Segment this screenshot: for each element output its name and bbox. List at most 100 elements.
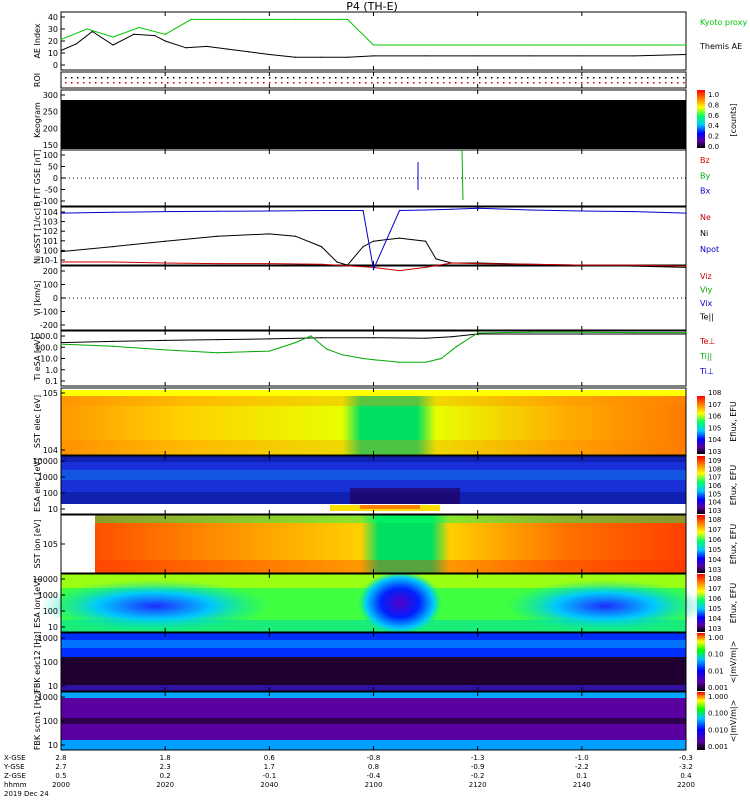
colorbar-tick-fbk1: 0.01 [708,667,724,675]
roi-dot [383,82,385,84]
series-point-ti [529,331,531,333]
roi-dot [263,77,265,79]
roi-dot [539,77,541,79]
roi-dot [437,82,439,84]
roi-dot [425,77,427,79]
roi-dot [617,77,619,79]
series-point-ti [685,332,687,334]
ytick-label-bfit: 0 [53,174,58,183]
roi-dot [251,77,253,79]
series-point-ti [60,341,62,344]
series-point-ae [268,18,270,20]
colorbar-tick-fbk2: 0.001 [708,743,728,751]
series-point-ti [164,349,166,351]
roi-dot [323,82,325,84]
ylabel-esa_i: ESA ion [eV] [33,578,42,628]
series-point-ni [362,246,364,248]
series-point-ae [164,33,166,35]
series-point-ni [268,210,270,212]
series-point-ti [451,336,453,338]
footer-ygse: 2.3 [160,763,171,771]
roi-dot [659,82,661,84]
ytick-label-ni: 102 [43,227,58,236]
roi-dot [341,77,343,79]
roi-dot [365,82,367,84]
series-point-ni [477,263,479,265]
legend-bfit-2: Bx [700,187,710,196]
sst-ion-spectrogram [61,515,686,573]
series-point-ti [320,337,323,339]
footer-zgse: -0.2 [471,772,485,780]
ytick-label-bfit: -50 [45,186,58,195]
fbk2-colorbar [697,692,705,750]
series-point-ti [112,345,114,347]
roi-dot [65,82,67,84]
series-point-ni [581,210,583,212]
ytick-label-keogram: 300 [43,91,58,100]
roi-dot [557,82,559,84]
colorbar-tick-esa_e: 105 [708,490,721,498]
roi-dot [521,82,523,84]
footer-ygse: 0.8 [368,763,379,771]
roi-dot [449,82,451,84]
roi-dot [191,82,193,84]
roi-dot [419,82,421,84]
colorbar-tick-esa_e: 108 [708,465,721,473]
legend-vi-1: Viy [700,286,713,295]
series-point-ni [60,251,62,253]
series-point-ae [133,33,135,35]
series-point-ae [529,55,531,57]
ytick-label-ni: 104 [43,208,58,217]
ylabel-fbk1: FBK edc12 [Hz] [33,631,42,692]
ytick-label-ae: 10 [48,49,58,58]
footer-xgse: -0.3 [679,754,693,762]
series-point-ti [326,348,328,350]
series-point-ti [164,339,166,342]
series-point-ni [435,258,437,260]
roi-dot [389,82,391,84]
colorbar-tick-keogram: 0.2 [708,133,719,141]
roi-dot [275,77,277,79]
roi-dot [623,82,625,84]
colorbar-tick-fbk1: 1.00 [708,634,724,642]
series-point-ni [164,262,166,264]
roi-dot [191,77,193,79]
series-point-ni [60,261,62,263]
roi-dot [599,82,601,84]
series-point-ni [372,240,375,242]
ytick-label-ti: 100.0 [35,343,58,352]
roi-dot [359,77,361,79]
roi-dot [647,82,649,84]
series-point-ae [227,48,229,50]
series-point-ae [581,55,583,57]
series-point-ti [268,338,270,340]
series-point-ae [633,55,635,57]
colorbars [697,90,705,750]
colorbar-tick-esa_e: 103 [708,507,721,515]
series-point-ni [529,209,531,211]
sst-electron-spectrogram [61,390,686,455]
roi-dot [197,77,199,79]
colorbar-tick-esa_i: 108 [708,575,721,583]
chart-title: P4 (TH-E) [346,0,398,13]
roi-dot [119,77,121,79]
series-point-ti [268,350,270,352]
series-point-ni [633,264,635,266]
roi-dot [209,77,211,79]
roi-dot [407,77,409,79]
series-point-ni [372,268,375,270]
series-point-ni [633,211,635,213]
roi-dot [185,82,187,84]
colorbar-tick-sst_e: 106 [708,413,722,421]
series-point-ni [268,263,270,265]
roi-dot [509,77,511,79]
series-point-ae [216,18,218,20]
series-point-ae [294,56,296,58]
roi-dot [449,77,451,79]
ytick-label-sst_i: 105 [43,540,58,549]
roi-dot [473,77,475,79]
roi-dot [155,82,157,84]
roi-dot [425,82,427,84]
roi-dot [473,82,475,84]
series-point-ni [216,263,218,265]
